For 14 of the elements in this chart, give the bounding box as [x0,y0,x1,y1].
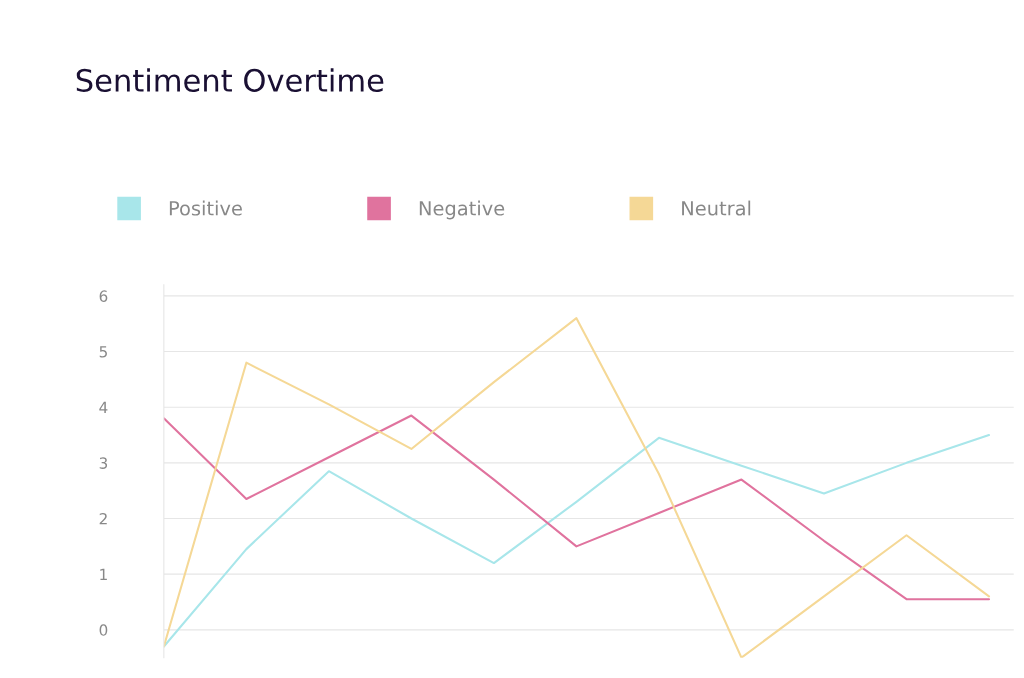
y-tick-label: 2 [99,512,107,525]
y-tick-label: 6 [99,290,108,302]
y-tick-label: 0 [99,624,108,636]
legend-label: Positive [169,200,242,216]
line-series [163,433,991,648]
y-tick-label: 5 [99,346,107,358]
line-series [163,414,991,601]
line-series [163,317,991,658]
legend-label: Neutral [682,200,751,216]
chart-title: Sentiment Overtime [76,68,384,92]
y-tick-label: 3 [99,457,108,469]
legend-label: Negative [419,200,505,220]
y-tick-label: 1 [100,568,107,580]
y-tick-label: 4 [99,401,108,414]
